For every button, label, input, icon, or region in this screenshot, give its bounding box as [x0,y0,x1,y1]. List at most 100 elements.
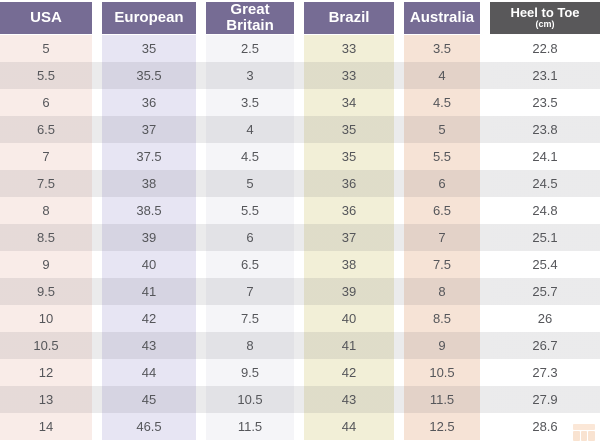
table-cell-usa: 13 [0,386,92,413]
table-cell-usa: 10 [0,305,92,332]
table-cell-br: 33 [304,35,394,62]
table-cell-usa: 9.5 [0,278,92,305]
table-row: 13 45 10.5 43 11.5 27.9 [0,386,600,413]
table-cell-eur: 38 [102,170,196,197]
table-cell-usa: 10.5 [0,332,92,359]
table-cell-heel: 25.1 [490,224,600,251]
table-cell-heel: 25.4 [490,251,600,278]
table-cell-usa: 7 [0,143,92,170]
table-cell-usa: 8.5 [0,224,92,251]
table-cell-gb: 7 [206,278,294,305]
table-cell-usa: 14 [0,413,92,440]
table-cell-heel: 23.8 [490,116,600,143]
table-cell-au: 5.5 [404,143,480,170]
table-row: 14 46.5 11.5 44 12.5 28.6 [0,413,600,440]
table-row: 9 40 6.5 38 7.5 25.4 [0,251,600,278]
table-cell-br: 43 [304,386,394,413]
table-cell-eur: 45 [102,386,196,413]
column-header-australia: Australia [404,2,480,34]
table-cell-br: 40 [304,305,394,332]
table-cell-eur: 35 [102,35,196,62]
table-cell-au: 5 [404,116,480,143]
table-cell-gb: 5.5 [206,197,294,224]
table-cell-br: 44 [304,413,394,440]
table-cell-eur: 41 [102,278,196,305]
table-cell-gb: 9.5 [206,359,294,386]
table-cell-br: 41 [304,332,394,359]
table-cell-au: 3.5 [404,35,480,62]
table-cell-eur: 38.5 [102,197,196,224]
table-cell-heel: 23.1 [490,62,600,89]
table-row: 8 38.5 5.5 36 6.5 24.8 [0,197,600,224]
table-cell-au: 8 [404,278,480,305]
table-cell-eur: 39 [102,224,196,251]
table-cell-br: 33 [304,62,394,89]
table-cell-gb: 3 [206,62,294,89]
table-cell-br: 42 [304,359,394,386]
table-cell-au: 6.5 [404,197,480,224]
table-cell-br: 35 [304,143,394,170]
table-cell-heel: 26 [490,305,600,332]
table-cell-br: 37 [304,224,394,251]
table-cell-gb: 7.5 [206,305,294,332]
table-cell-usa: 6 [0,89,92,116]
table-cell-eur: 46.5 [102,413,196,440]
header-row: USA European Great Britain Brazil Austra… [0,2,600,34]
table-cell-heel: 27.9 [490,386,600,413]
column-header-brazil: Brazil [304,2,394,34]
column-header-european: European [102,2,196,34]
table-cell-au: 8.5 [404,305,480,332]
table-cell-eur: 44 [102,359,196,386]
table-row: 8.5 39 6 37 7 25.1 [0,224,600,251]
table-cell-au: 6 [404,170,480,197]
table-cell-eur: 36 [102,89,196,116]
table-cell-eur: 35.5 [102,62,196,89]
table-cell-heel: 24.8 [490,197,600,224]
table-row: 5.5 35.5 3 33 4 23.1 [0,62,600,89]
table-row: 6 36 3.5 34 4.5 23.5 [0,89,600,116]
table-cell-eur: 42 [102,305,196,332]
table-cell-au: 7 [404,224,480,251]
table-cell-br: 35 [304,116,394,143]
table-cell-usa: 7.5 [0,170,92,197]
table-cell-au: 11.5 [404,386,480,413]
table-cell-gb: 4 [206,116,294,143]
table-cell-au: 12.5 [404,413,480,440]
table-cell-usa: 5.5 [0,62,92,89]
table-cell-br: 38 [304,251,394,278]
watermark-logo-icon [573,424,595,441]
table-cell-gb: 3.5 [206,89,294,116]
table-cell-gb: 8 [206,332,294,359]
table-row: 10.5 43 8 41 9 26.7 [0,332,600,359]
table-cell-br: 39 [304,278,394,305]
table-cell-usa: 12 [0,359,92,386]
table-cell-gb: 5 [206,170,294,197]
table-cell-br: 36 [304,197,394,224]
table-cell-usa: 5 [0,35,92,62]
table-cell-eur: 37.5 [102,143,196,170]
table-cell-heel: 27.3 [490,359,600,386]
heel-to-toe-unit: (cm) [535,19,555,30]
table-cell-au: 7.5 [404,251,480,278]
table-cell-eur: 40 [102,251,196,278]
table-cell-au: 4.5 [404,89,480,116]
table-row: 9.5 41 7 39 8 25.7 [0,278,600,305]
table-row: 7 37.5 4.5 35 5.5 24.1 [0,143,600,170]
table-cell-gb: 2.5 [206,35,294,62]
table-cell-heel: 26.7 [490,332,600,359]
table-cell-gb: 11.5 [206,413,294,440]
column-header-usa: USA [0,2,92,34]
table-cell-heel: 22.8 [490,35,600,62]
table-cell-gb: 6.5 [206,251,294,278]
table-cell-heel: 24.1 [490,143,600,170]
table-cell-eur: 43 [102,332,196,359]
table-row: 7.5 38 5 36 6 24.5 [0,170,600,197]
column-header-great-britain: Great Britain [206,2,294,34]
table-cell-au: 4 [404,62,480,89]
table-cell-heel: 25.7 [490,278,600,305]
table-cell-heel: 24.5 [490,170,600,197]
table-row: 10 42 7.5 40 8.5 26 [0,305,600,332]
table-cell-gb: 6 [206,224,294,251]
table-cell-heel: 23.5 [490,89,600,116]
